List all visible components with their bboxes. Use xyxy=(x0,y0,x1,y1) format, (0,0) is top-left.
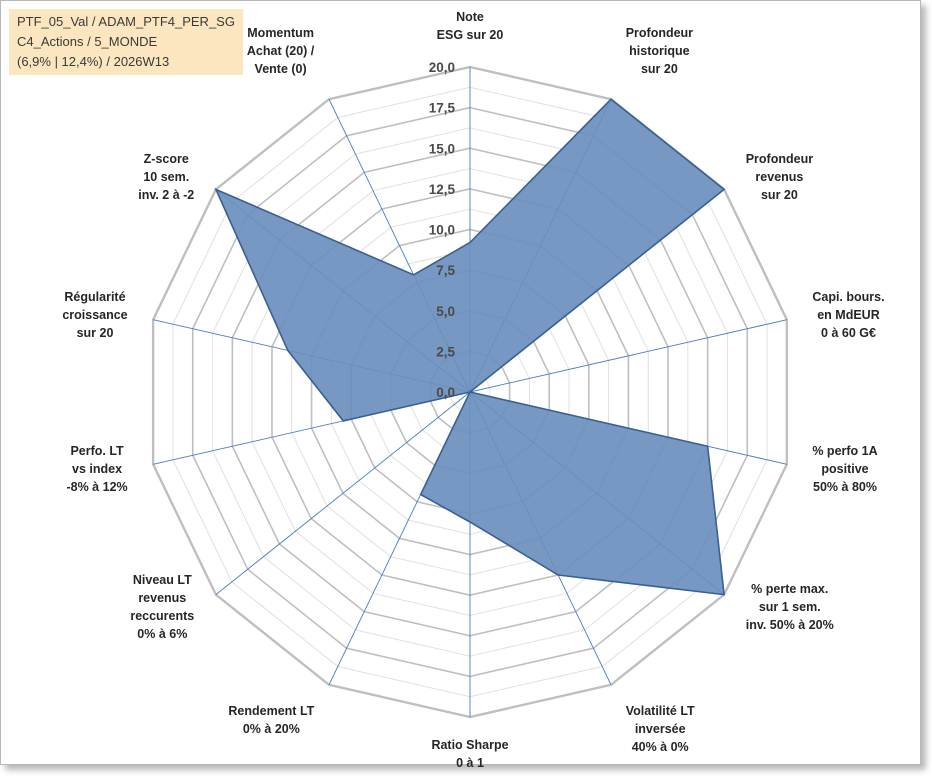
axis-label: Régularité xyxy=(64,290,125,304)
axis-label: sur 1 sem. xyxy=(759,600,821,614)
axis-label: inv. 2 à -2 xyxy=(138,188,194,202)
axis-label: inversée xyxy=(635,722,686,736)
axis-label: Achat (20) / xyxy=(247,44,315,58)
axis-label: revenus xyxy=(755,170,803,184)
tick-label: 17,5 xyxy=(429,101,456,116)
axis-label: 0 à 60 G€ xyxy=(821,326,876,340)
axis-label: 10 sem. xyxy=(143,170,189,184)
axis-spoke xyxy=(215,391,471,595)
tick-label: 0,0 xyxy=(436,385,455,400)
axis-spoke xyxy=(469,319,787,393)
axis-label: ESG sur 20 xyxy=(437,28,504,42)
axis-label: en MdEUR xyxy=(817,308,880,322)
tick-label: 20,0 xyxy=(429,60,455,75)
axis-label: vs index xyxy=(72,462,122,476)
axis-label: 40% à 0% xyxy=(632,740,689,754)
axis-label: 0 à 1 xyxy=(456,756,484,770)
axis-label: positive xyxy=(821,462,868,476)
radar-axis-labels: Note ESG sur 20 Profondeur historique sur 20… xyxy=(62,10,884,770)
axis-label: croissance xyxy=(62,308,127,322)
axis-label: 0% à 20% xyxy=(243,722,300,736)
axis-label: sur 20 xyxy=(641,62,678,76)
axis-label: reccurents xyxy=(130,609,194,623)
axis-label: Capi. bours. xyxy=(812,290,884,304)
axis-label: revenus xyxy=(138,591,186,605)
axis-label: -8% à 12% xyxy=(66,480,127,494)
tick-label: 12,5 xyxy=(429,182,456,197)
tick-label: 2,5 xyxy=(436,344,455,359)
tick-label: 7,5 xyxy=(436,263,455,278)
info-line-3: (6,9% | 12,4%) / 2026W13 xyxy=(17,54,170,69)
axis-label: 0% à 6% xyxy=(137,627,187,641)
axis-label: historique xyxy=(629,44,689,58)
axis-label: Profondeur xyxy=(626,26,693,40)
info-line-2: C4_Actions / 5_MONDE xyxy=(17,34,158,49)
series-area xyxy=(214,98,726,596)
tick-label: 15,0 xyxy=(429,141,455,156)
axis-label: inv. 50% à 20% xyxy=(746,618,834,632)
axis-label: % perte max. xyxy=(751,582,828,596)
axis-label: 50% à 80% xyxy=(813,480,877,494)
axis-label: Vente (0) xyxy=(255,62,307,76)
portfolio-info-box: PTF_05_Val / ADAM_PTF4_PER_SG C4_Actions… xyxy=(9,9,243,75)
radar-series xyxy=(214,98,726,596)
axis-label: Note xyxy=(456,10,484,24)
axis-label: Niveau LT xyxy=(133,573,192,587)
axis-label: Volatilité LT xyxy=(626,704,695,718)
axis-label: Rendement LT xyxy=(228,704,314,718)
axis-label: Perfo. LT xyxy=(70,444,124,458)
axis-label: sur 20 xyxy=(761,188,798,202)
axis-label: Momentum xyxy=(247,26,314,40)
axis-label: % perfo 1A xyxy=(812,444,877,458)
axis-label: Z-score xyxy=(144,152,189,166)
axis-label: sur 20 xyxy=(77,326,114,340)
tick-label: 10,0 xyxy=(429,223,455,238)
axis-label: Profondeur xyxy=(746,152,813,166)
info-line-1: PTF_05_Val / ADAM_PTF4_PER_SG xyxy=(17,14,235,29)
axis-label: Ratio Sharpe xyxy=(431,738,508,752)
tick-label: 5,0 xyxy=(436,304,455,319)
radar-tick-labels: 0,0 2,5 5,0 7,5 10,0 12,5 15,0 17,5 20,0 xyxy=(429,60,456,400)
